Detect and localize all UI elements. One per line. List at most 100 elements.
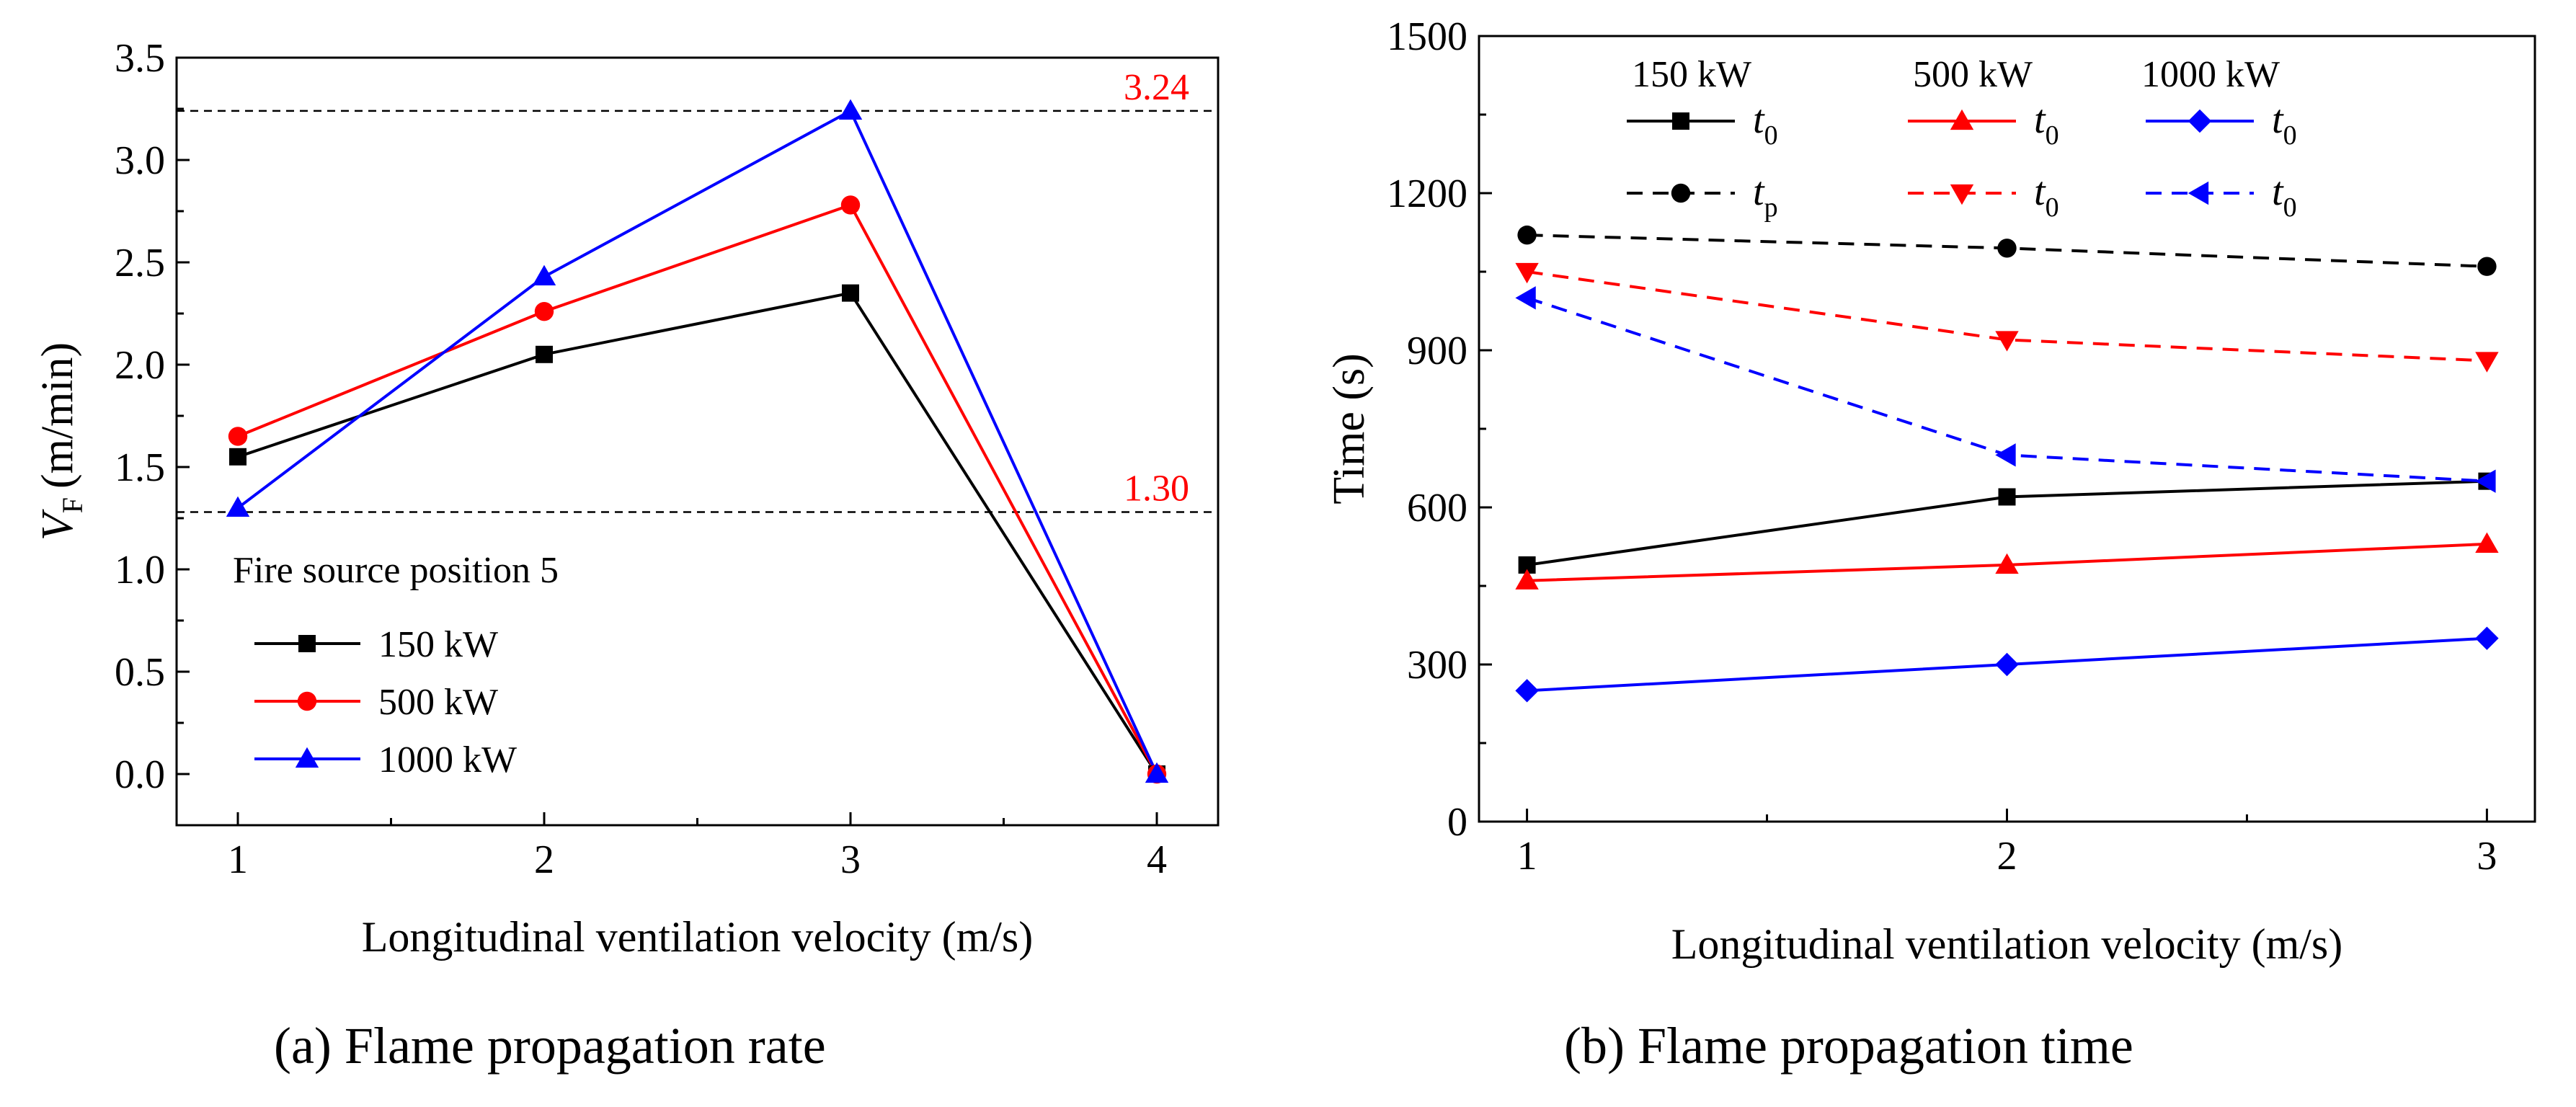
legend-label: t0 <box>2272 169 2297 223</box>
y-tick-label: 600 <box>1407 486 1467 530</box>
legend-header: 150 kW <box>1632 54 1751 95</box>
legend-label-sub: 0 <box>2046 120 2059 151</box>
y-label-unit: (m/min) <box>33 342 82 489</box>
data-point <box>1995 553 2019 574</box>
legend-title: Fire source position 5 <box>233 550 559 591</box>
data-point <box>1995 652 2019 677</box>
legend-marker <box>1950 184 1974 205</box>
y-tick-label: 1200 <box>1387 172 1467 216</box>
data-point <box>842 284 859 302</box>
legend-label-main: t <box>2034 169 2046 214</box>
legend-label: t0 <box>2272 97 2297 151</box>
series-line <box>237 291 1158 775</box>
x-tick-label: 1 <box>1517 834 1537 879</box>
legend-label-main: t <box>2272 97 2284 142</box>
data-point <box>229 448 247 466</box>
chart-flame-propagation-rate: 0.0 0.5 1.0 1.5 2.0 2.5 3.0 3.5 1 2 3 4 Longitudinal… <box>33 36 1220 961</box>
series-line <box>1527 270 2487 363</box>
legend-marker <box>298 635 316 652</box>
legend-label: t0 <box>2034 97 2059 151</box>
y-tick-label: 900 <box>1407 329 1467 373</box>
data-point <box>1515 286 1536 310</box>
data-point <box>1997 239 2017 258</box>
legend-label-main: t <box>2034 97 2046 142</box>
data-point <box>228 427 248 446</box>
legend-marker <box>297 691 317 711</box>
y-tick-label: 2.0 <box>115 343 165 388</box>
y-axis-label-text: VF (m/min) <box>33 342 89 541</box>
y-axis-label: Time (s) <box>1325 353 1374 504</box>
data-point <box>1998 488 2016 506</box>
legend-marker <box>2188 109 2212 133</box>
data-point <box>1515 262 1539 284</box>
plot-frame <box>175 56 1220 827</box>
data-point <box>1517 225 1537 245</box>
chart-flame-propagation-time: 0 300 600 900 1200 1500 1 2 3 Longitudinal ventil… <box>1325 14 2536 968</box>
reference-line-label: 1.30 <box>1124 468 1189 509</box>
x-axis-label: Longitudinal ventilation velocity (m/s) <box>1671 920 2343 968</box>
data-point <box>1515 679 1539 703</box>
data-point <box>536 345 553 363</box>
data-point <box>226 496 250 517</box>
x-tick-label: 2 <box>534 837 554 882</box>
panel-caption-b: (b) Flame propagation time <box>1564 1017 2133 1075</box>
y-tick-label: 3.0 <box>115 138 165 183</box>
x-axis-label: Longitudinal ventilation velocity (m/s) <box>362 913 1034 961</box>
data-point <box>2475 469 2496 493</box>
legend-label-sub: 0 <box>2046 192 2059 223</box>
y-label-main: V <box>33 509 82 541</box>
y-tick-label: 0.0 <box>115 752 165 797</box>
legend-label: t0 <box>2034 169 2059 223</box>
data-point <box>1995 331 2019 352</box>
legend-label-main: t <box>2272 169 2284 214</box>
legend-label-sub: 0 <box>2283 192 2297 223</box>
legend-marker <box>1672 112 1689 130</box>
legend-label-sub: 0 <box>1764 120 1778 151</box>
plot-frame <box>1478 35 2536 823</box>
data-point <box>1145 762 1169 783</box>
legend-marker <box>1950 109 1974 130</box>
legend-marker <box>295 747 319 768</box>
legend-label-main: t <box>1753 97 1765 142</box>
data-point <box>2475 352 2499 373</box>
legend-header: 1000 kW <box>2141 54 2280 95</box>
data-point <box>1995 443 2016 467</box>
y-tick-label: 1.5 <box>115 445 165 490</box>
y-label-sub: F <box>56 497 89 513</box>
y-axis-label: VF (m/min) <box>33 342 89 541</box>
legend-label-sub: p <box>1764 192 1778 223</box>
x-tick-label: 3 <box>840 837 861 882</box>
legend-label-main: t <box>1753 169 1765 214</box>
data-point <box>2475 626 2499 650</box>
y-tick-label: 3.5 <box>115 36 165 81</box>
reference-line-label: 3.24 <box>1124 67 1189 108</box>
series-line <box>237 203 1158 775</box>
x-tick-label: 3 <box>2477 834 2497 879</box>
data-point <box>838 99 863 120</box>
data-point <box>2475 532 2499 554</box>
data-point <box>534 301 554 321</box>
y-tick-label: 1500 <box>1387 14 1467 59</box>
data-point <box>840 195 861 215</box>
data-point <box>532 264 556 286</box>
series-line <box>236 109 1158 775</box>
panel-caption-a: (a) Flame propagation rate <box>274 1017 826 1075</box>
legend-label: tp <box>1753 169 1778 223</box>
legend-label: 500 kW <box>378 682 498 723</box>
y-tick-label: 1.0 <box>115 548 165 592</box>
x-tick-label: 1 <box>228 837 248 882</box>
y-tick-label: 0 <box>1447 800 1467 845</box>
legend-label: 150 kW <box>378 624 498 665</box>
x-tick-label: 4 <box>1147 837 1167 882</box>
x-tick-label: 2 <box>1997 834 2017 879</box>
legend-marker <box>2188 181 2209 205</box>
y-tick-label: 300 <box>1407 643 1467 688</box>
y-tick-label: 2.5 <box>115 241 165 285</box>
data-point <box>1515 569 1539 590</box>
legend-label: t0 <box>1753 97 1778 151</box>
legend-marker <box>1671 183 1691 203</box>
legend-label-sub: 0 <box>2283 120 2297 151</box>
y-tick-label: 0.5 <box>115 650 165 695</box>
legend-label: 1000 kW <box>378 739 517 781</box>
data-point <box>2477 257 2497 276</box>
